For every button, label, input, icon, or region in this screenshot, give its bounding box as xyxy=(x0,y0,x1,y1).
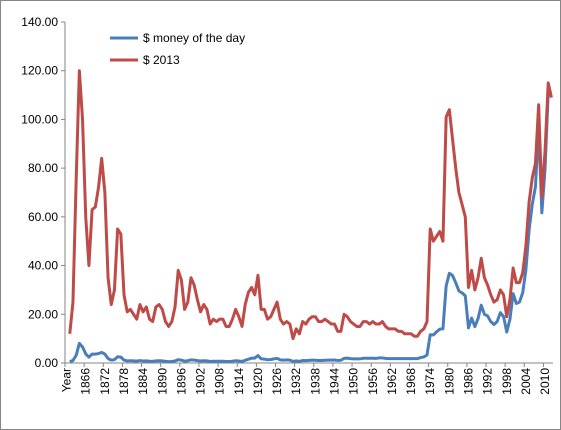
x-tick-label: 1914 xyxy=(232,368,246,395)
y-tick-label: 140.00 xyxy=(21,15,58,29)
x-tick-label: 1908 xyxy=(213,368,227,395)
x-tick-label: Year xyxy=(60,368,74,392)
x-tick-label: 1962 xyxy=(385,368,399,395)
y-tick-label: 60.00 xyxy=(28,210,58,224)
y-tick-label: 0.00 xyxy=(35,356,59,370)
x-tick-label: 1872 xyxy=(98,368,112,395)
x-tick-label: 1902 xyxy=(194,368,208,395)
x-tick-label: 1956 xyxy=(366,368,380,395)
x-tick-label: 1938 xyxy=(308,368,322,395)
x-tick-label: 1968 xyxy=(404,368,418,395)
x-tick-label: 1986 xyxy=(461,368,475,395)
x-tick-label: 1878 xyxy=(117,368,131,395)
x-tick-label: 1926 xyxy=(270,368,284,395)
legend-label: $ money of the day xyxy=(143,31,245,45)
x-tick-label: 1944 xyxy=(328,368,342,395)
series-line xyxy=(69,89,552,364)
x-tick-label: 1980 xyxy=(442,368,456,395)
legend-label: $ 2013 xyxy=(143,53,180,67)
x-tick-label: 1974 xyxy=(423,368,437,395)
y-tick-label: 100.00 xyxy=(21,112,58,126)
y-tick-label: 20.00 xyxy=(28,307,58,321)
y-tick-label: 120.00 xyxy=(21,64,58,78)
x-tick-label: 1866 xyxy=(79,368,93,395)
x-tick-label: 1920 xyxy=(251,368,265,395)
x-tick-label: 1884 xyxy=(136,368,150,395)
y-tick-label: 40.00 xyxy=(28,259,58,273)
x-tick-label: 1890 xyxy=(155,368,169,395)
x-tick-label: 1896 xyxy=(174,368,188,395)
x-tick-label: 1932 xyxy=(289,368,303,395)
y-tick-label: 80.00 xyxy=(28,161,58,175)
series-line xyxy=(68,69,553,341)
x-tick-label: 1992 xyxy=(481,368,495,395)
x-tick-label: 2004 xyxy=(519,368,533,395)
x-tick-label: 2010 xyxy=(538,368,552,395)
x-tick-label: 1998 xyxy=(500,368,514,395)
x-tick-label: 1950 xyxy=(347,368,361,395)
